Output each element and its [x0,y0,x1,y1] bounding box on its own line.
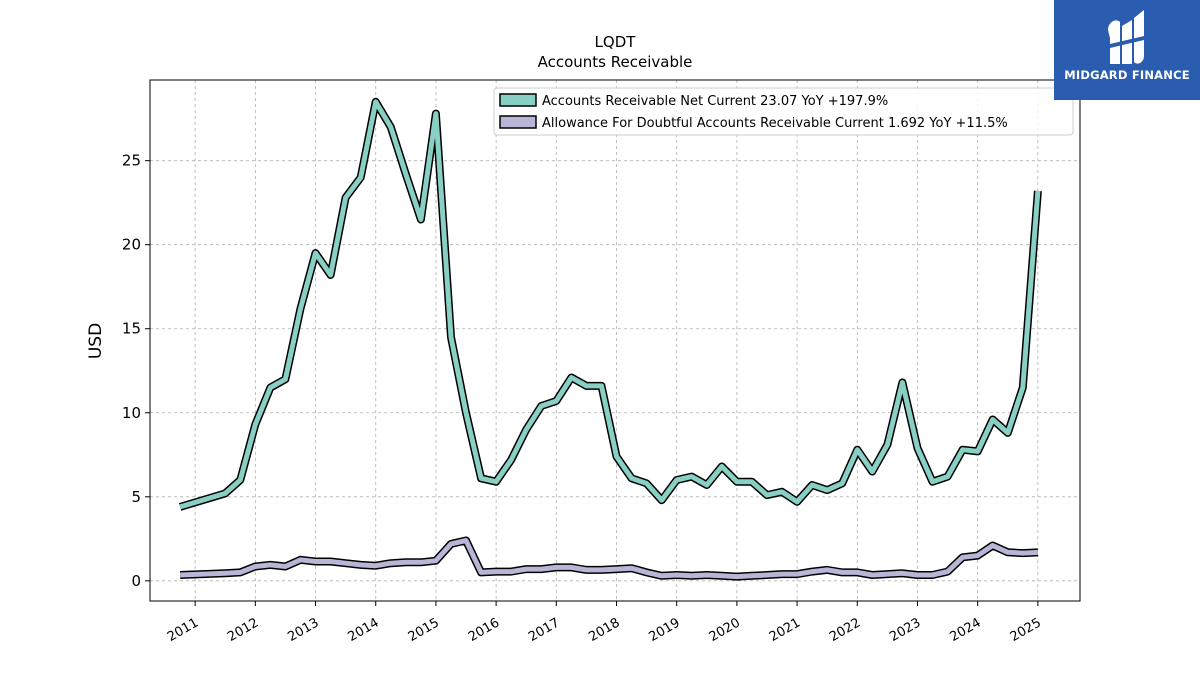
series-accounts-receivable-line [179,99,1041,510]
x-tick-label: 2011 [165,615,201,645]
x-tick-label: 2019 [647,615,683,645]
y-axis: 0 5 10 15 20 25 [122,152,150,590]
legend-label-allowance: Allowance For Doubtful Accounts Receivab… [542,116,1008,131]
y-tick-label: 20 [122,236,141,254]
y-tick-label: 25 [122,152,141,170]
chart-subtitle: Accounts Receivable [538,53,693,71]
chart-title: LQDT [595,33,637,51]
legend-swatch-accounts-receivable [499,93,537,107]
y-tick-label: 0 [131,572,141,590]
brand-name: MIDGARD FINANCE [1064,68,1190,82]
grid-lines [150,80,1080,601]
x-tick-label: 2023 [887,615,923,645]
legend-box [493,87,1074,136]
x-tick-label: 2021 [767,615,803,645]
series-accounts-receivable-outline [178,97,1042,511]
x-tick-label: 2014 [346,615,382,645]
x-tick-label: 2025 [1008,615,1044,645]
x-tick-label: 2012 [225,615,261,645]
y-tick-label: 5 [131,488,141,506]
legend: Accounts Receivable Net Current 23.07 Yo… [493,87,1074,136]
y-tick-label: 15 [122,320,141,338]
y-tick-label: 10 [122,404,141,422]
x-tick-label: 2018 [586,615,622,645]
plot-frame [149,79,1081,602]
x-tick-label: 2015 [406,615,442,645]
brand-logo: MIDGARD FINANCE [1054,0,1200,100]
series-allowance-line [180,538,1039,580]
x-axis: 2011 2012 2013 2014 2015 2016 2017 2018 2019 2020… [165,601,1044,645]
y-axis-label: USD [86,323,106,359]
x-tick-label: 2016 [466,615,502,645]
x-tick-label: 2017 [526,615,562,645]
legend-swatch-allowance [499,115,537,129]
x-tick-label: 2020 [707,615,743,645]
x-tick-label: 2022 [827,615,863,645]
x-tick-label: 2024 [948,615,984,645]
x-tick-label: 2013 [285,615,321,645]
brand-mark-icon [1108,10,1144,65]
series-layer [178,97,1042,581]
legend-label-accounts-receivable: Accounts Receivable Net Current 23.07 Yo… [542,94,888,109]
